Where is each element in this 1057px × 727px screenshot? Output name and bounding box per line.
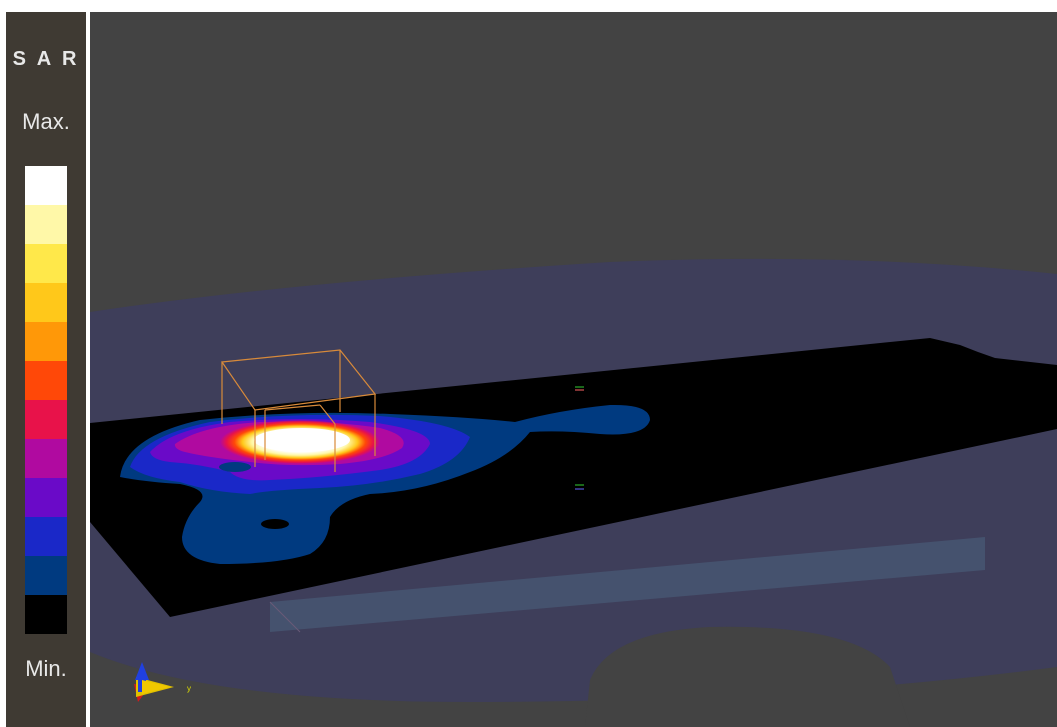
phantom-base-cutout — [585, 626, 910, 727]
sar-contour-hole — [261, 519, 289, 529]
sar-contour-island — [219, 462, 251, 472]
device-block-edge — [269, 601, 301, 633]
colorbar-swatch-11 — [25, 595, 67, 634]
colorbar-swatch-5 — [25, 361, 67, 400]
sar-colorbar — [25, 166, 67, 634]
axis-triad-icon: y — [134, 662, 191, 702]
colorbar-swatch-4 — [25, 322, 67, 361]
axis-y-label: y — [187, 684, 191, 693]
colorbar-swatch-0 — [25, 166, 67, 205]
legend-max-label: Max. — [22, 109, 70, 134]
sar-legend-panel: S A R Max. Min. — [6, 12, 86, 727]
colorbar-swatch-2 — [25, 244, 67, 283]
colorbar-swatch-10 — [25, 556, 67, 595]
probe-marker-bottom — [575, 484, 584, 490]
zoom-scan-wireframe — [220, 349, 377, 472]
3d-viewport[interactable]: y — [90, 12, 1057, 727]
colorbar-swatch-9 — [25, 517, 67, 556]
colorbar-swatch-1 — [25, 205, 67, 244]
scene-render[interactable]: y — [90, 12, 1057, 727]
probe-marker-top — [575, 386, 584, 391]
legend-min-label: Min. — [25, 656, 67, 681]
colorbar-swatch-3 — [25, 283, 67, 322]
colorbar-swatch-7 — [25, 439, 67, 478]
legend-title: S A R — [12, 48, 80, 70]
colorbar-swatch-8 — [25, 478, 67, 517]
device-block — [270, 537, 985, 632]
measurement-plane — [90, 338, 1057, 617]
colorbar-swatch-6 — [25, 400, 67, 439]
sar-hotspot-core — [254, 428, 350, 452]
